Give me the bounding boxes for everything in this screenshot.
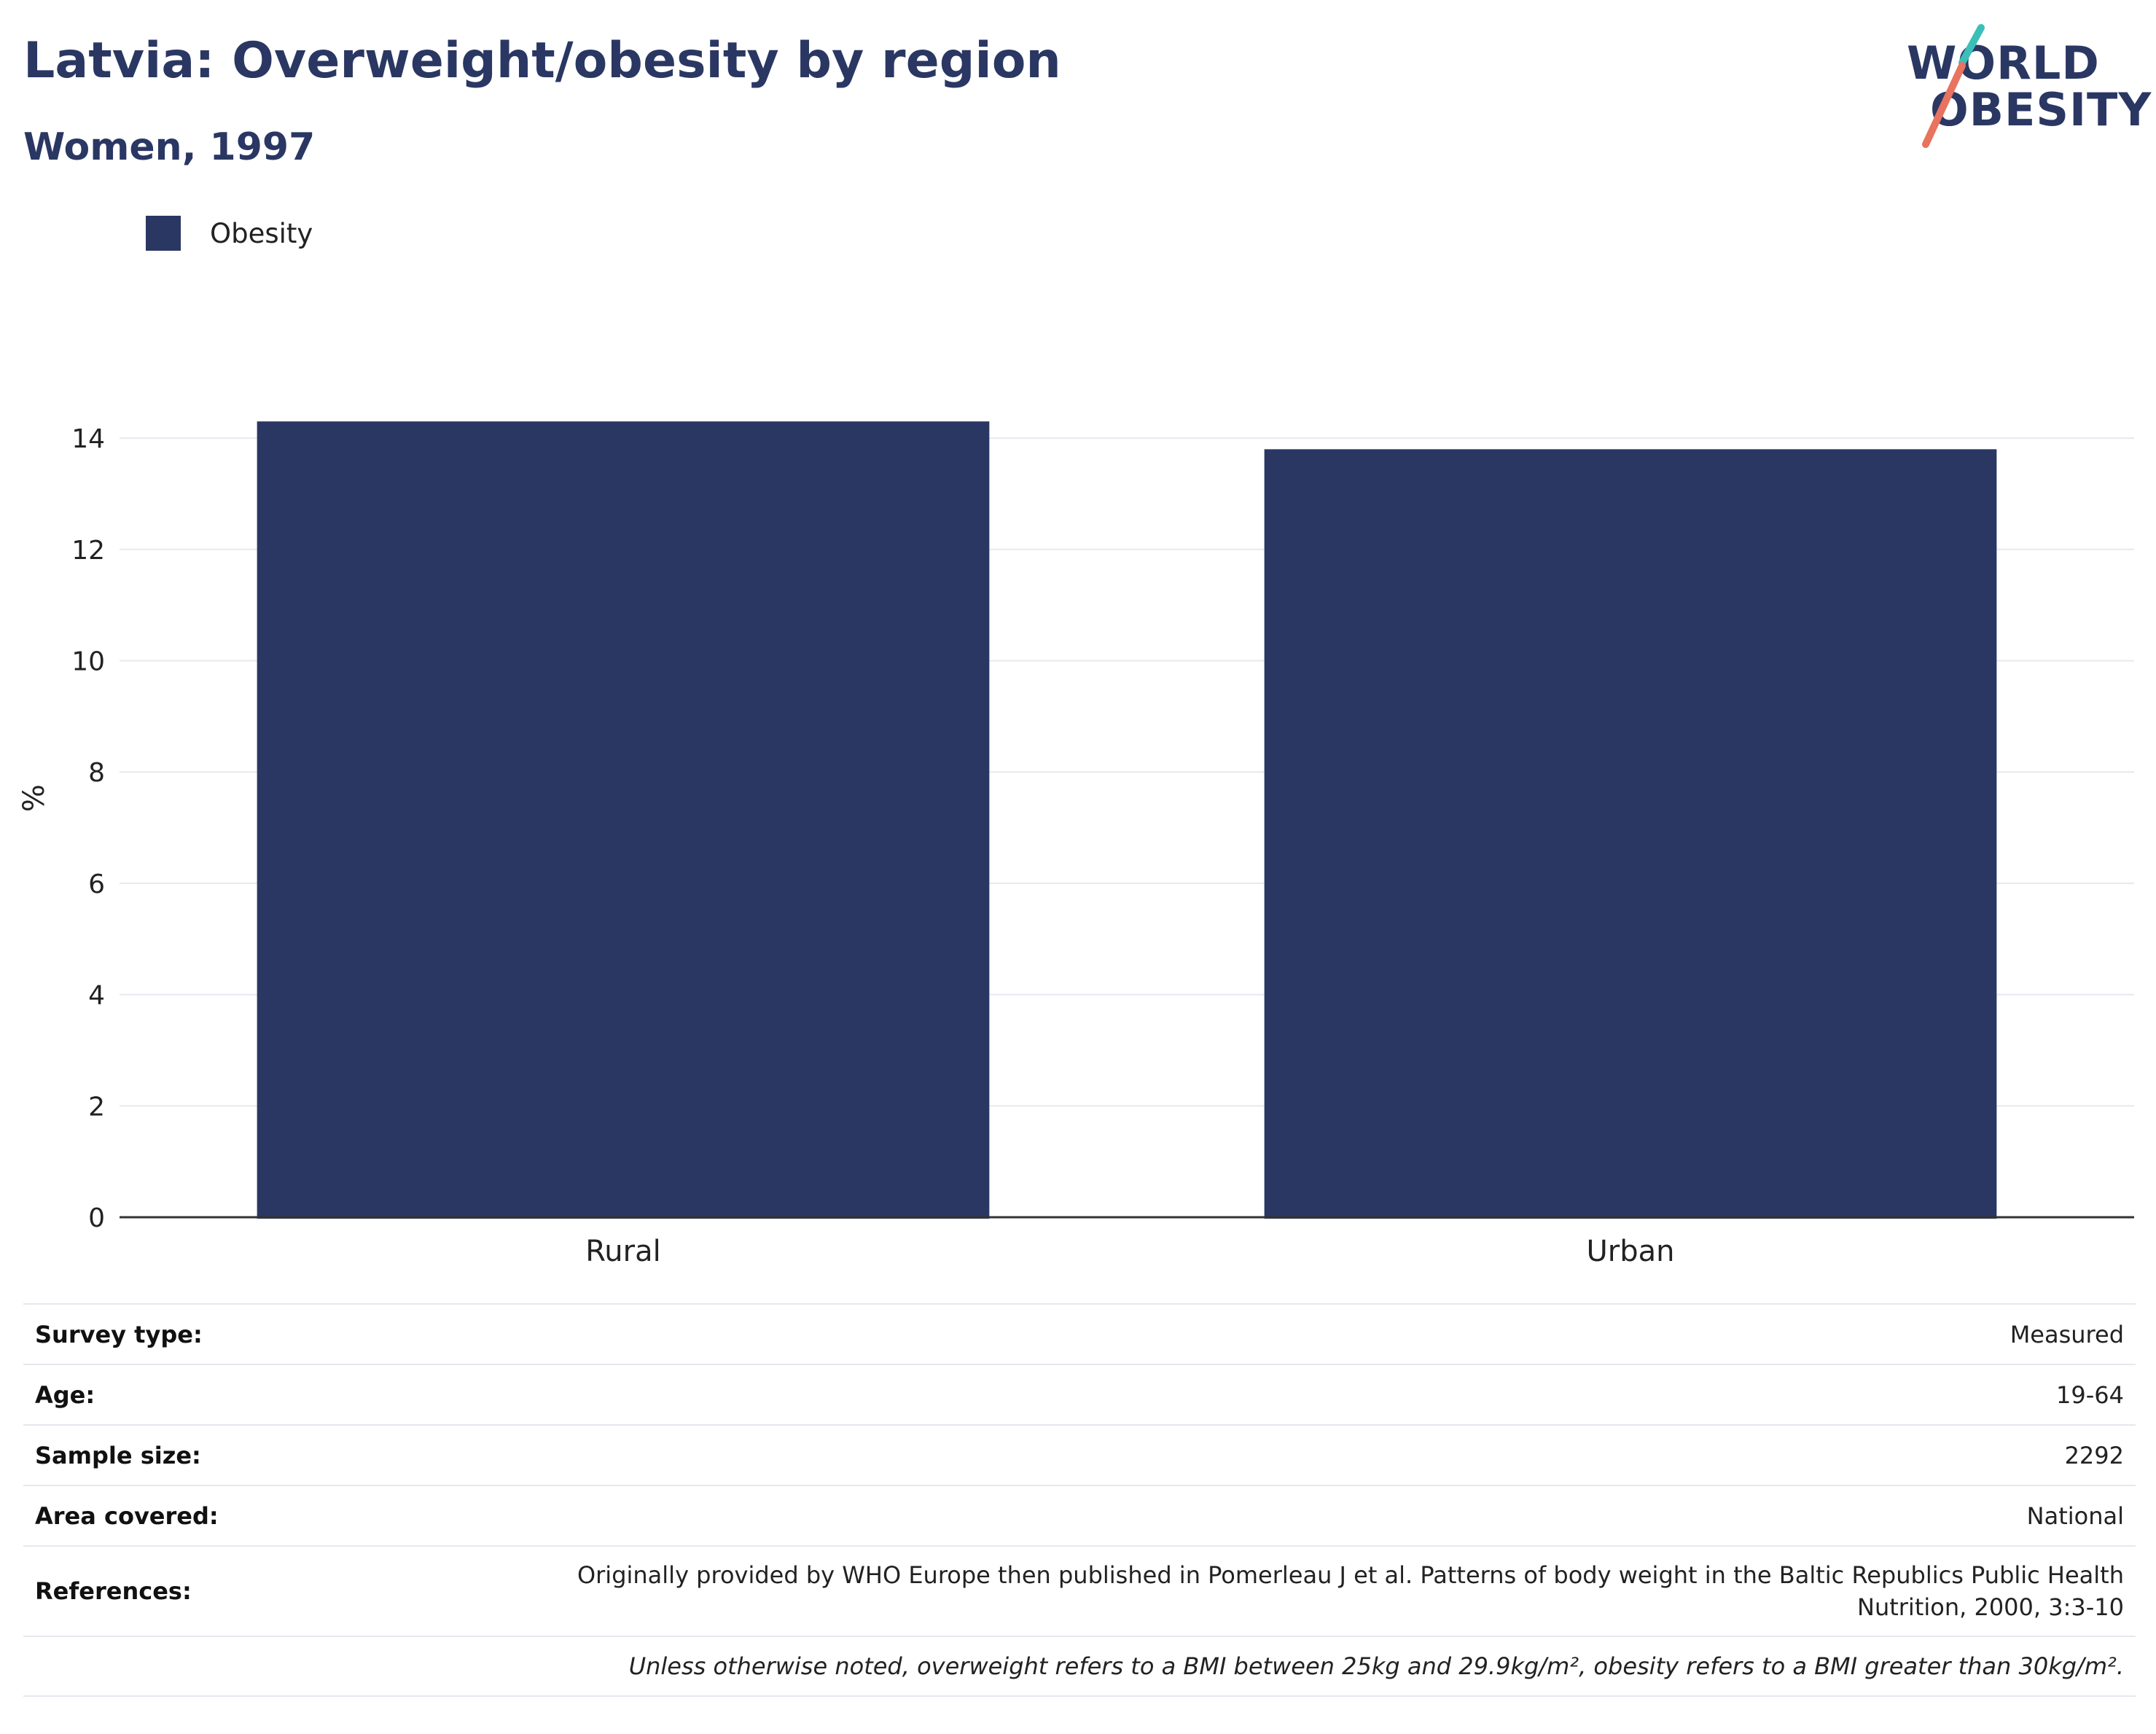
y-tick-label: 6 [88, 870, 105, 899]
x-tick-label: Rural [585, 1235, 660, 1268]
table-row: Survey type: Measured [23, 1303, 2136, 1364]
bar-chart: 0 2 4 6 8 10 12 14 Rural Urban % [17, 421, 2134, 1268]
bar-urban [1264, 449, 1997, 1219]
table-row: Unless otherwise noted, overweight refer… [23, 1636, 2136, 1697]
legend-label-obesity: Obesity [210, 217, 313, 249]
table-row: Age: 19-64 [23, 1364, 2136, 1425]
survey-details-table: Survey type: Measured Age: 19-64 Sample … [23, 1303, 2136, 1697]
sample-size-value: 2292 [455, 1424, 2136, 1485]
sample-size-label: Sample size: [23, 1424, 455, 1485]
y-axis-label: % [17, 784, 51, 812]
logo-slash-icon [1922, 24, 1985, 148]
table-row: References: Originally provided by WHO E… [23, 1545, 2136, 1636]
bars [257, 421, 1997, 1219]
y-tick-label: 0 [88, 1203, 105, 1233]
logo-line2: OBESITY [1930, 83, 2152, 136]
chart-subtitle: Women, 1997 [23, 125, 316, 169]
y-tick-labels: 0 2 4 6 8 10 12 14 [71, 424, 105, 1233]
area-covered-label: Area covered: [23, 1485, 455, 1546]
legend-swatch-obesity [146, 216, 181, 251]
y-tick-label: 8 [88, 758, 105, 788]
y-tick-label: 4 [88, 981, 105, 1011]
survey-type-value: Measured [455, 1303, 2136, 1364]
references-value: Originally provided by WHO Europe then p… [455, 1545, 2136, 1636]
x-tick-label: Urban [1587, 1235, 1675, 1268]
age-label: Age: [23, 1364, 455, 1425]
references-label: References: [23, 1545, 455, 1636]
legend: Obesity [146, 216, 313, 251]
x-tick-labels: Rural Urban [585, 1235, 1674, 1268]
y-tick-label: 2 [88, 1092, 105, 1122]
y-tick-label: 12 [71, 536, 105, 566]
y-tick-label: 14 [71, 424, 105, 454]
chart-title: Latvia: Overweight/obesity by region [23, 32, 1061, 90]
bar-rural [257, 421, 990, 1219]
references-line1: Originally provided by WHO Europe then p… [577, 1561, 2124, 1589]
area-covered-value: National [455, 1485, 2136, 1546]
table-row: Area covered: National [23, 1485, 2136, 1546]
table-row: Sample size: 2292 [23, 1424, 2136, 1485]
logo-line1: WORLD [1907, 36, 2100, 90]
survey-type-label: Survey type: [23, 1303, 455, 1364]
y-tick-label: 10 [71, 647, 105, 676]
age-value: 19-64 [455, 1364, 2136, 1425]
references-line2: Nutrition, 2000, 3:3-10 [1857, 1593, 2124, 1621]
world-obesity-logo: WORLD OBESITY [1895, 22, 2151, 153]
bmi-definition-note: Unless otherwise noted, overweight refer… [23, 1636, 2136, 1697]
